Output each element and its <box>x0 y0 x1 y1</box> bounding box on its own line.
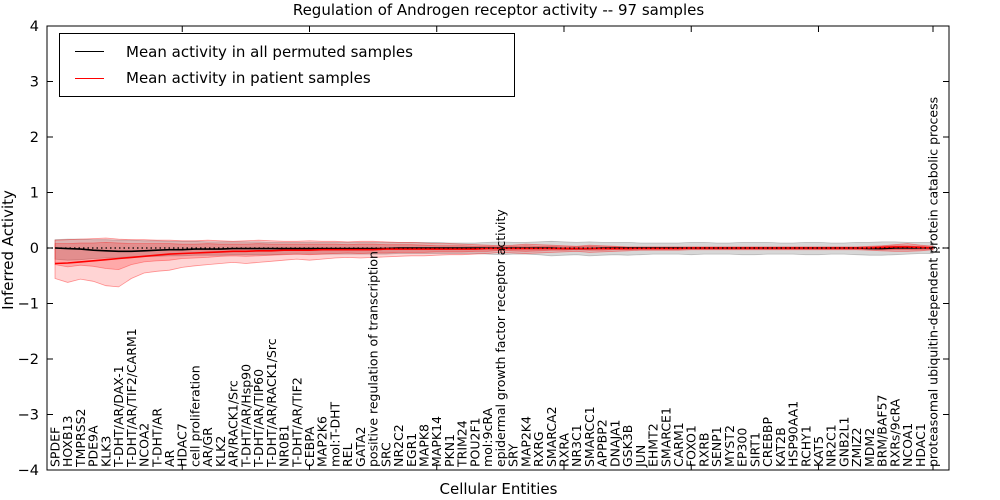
x-axis-ticks <box>181 26 934 470</box>
legend-label: Mean activity in all permuted samples <box>126 42 413 61</box>
x-category-label: SPDEF <box>48 427 63 467</box>
x-category-label: APPBP2 <box>595 419 610 467</box>
x-category-labels: SPDEFHOXB13TMPRSS2PDE9AKLK3T-DHT/AR/DAX-… <box>48 97 941 468</box>
x-category-label: KLK2 <box>213 436 228 467</box>
x-category-label: T-DHT/AR/RACK1/Src <box>264 338 279 468</box>
permuted-line-swatch <box>75 51 104 53</box>
legend-entry-permuted: Mean activity in all permuted samples <box>60 43 514 61</box>
x-category-label: AR/GR <box>200 427 215 467</box>
x-category-label: RXRB <box>696 432 711 467</box>
x-category-label: CEBPA <box>302 426 317 467</box>
x-category-label: SENP1 <box>709 426 724 467</box>
x-category-label: MDM2 <box>862 428 877 467</box>
x-category-label: HDAC1 <box>913 423 928 467</box>
x-category-label: SRC <box>378 442 393 467</box>
x-category-label: MAPK8 <box>417 424 432 467</box>
x-category-label: AR <box>162 449 177 467</box>
x-category-label: POU2F1 <box>467 417 482 467</box>
x-category-label: RCHY1 <box>798 425 813 467</box>
x-category-label: epidermal growth factor receptor activit… <box>493 209 508 467</box>
chart-title: Regulation of Androgen receptor activity… <box>292 1 705 19</box>
x-category-label: NCOA2 <box>137 423 152 467</box>
x-category-label: KAT2B <box>773 427 788 467</box>
series-line-patient <box>54 246 934 265</box>
x-category-label: HSP90AA1 <box>786 401 801 467</box>
patient-line-swatch <box>75 77 104 79</box>
x-category-label: CARM1 <box>671 422 686 467</box>
x-category-label: EGR1 <box>404 433 419 467</box>
y-tick-label: 3 <box>30 75 39 91</box>
x-category-label: T-DHT/AR/TIF2 <box>289 377 304 468</box>
x-category-label: DNAJA1 <box>607 420 622 468</box>
y-tick-label: −4 <box>18 463 39 479</box>
x-category-label: T-DHT/AR <box>149 408 164 468</box>
y-axis-ticks: −4 −3 −2 −1 0 1 2 3 4 <box>18 19 949 479</box>
x-category-label: NR2C1 <box>824 424 839 467</box>
x-category-label: T-DHT/AR/Hsp90 <box>238 364 253 468</box>
x-category-label: SRY <box>506 443 521 467</box>
x-category-label: positive regulation of transcription <box>366 251 381 467</box>
y-tick-label: 2 <box>30 130 39 146</box>
x-category-label: KAT5 <box>811 436 826 467</box>
x-category-label: HOXB13 <box>60 416 75 467</box>
y-tick-label: −3 <box>18 408 39 424</box>
y-tick-label: −2 <box>18 352 39 368</box>
x-category-label: BRM/BAF57 <box>875 395 890 467</box>
x-category-label: RXRA <box>556 433 571 467</box>
x-category-label: NR0B1 <box>277 424 292 467</box>
x-category-label: KLK3 <box>98 436 113 467</box>
x-category-label: T-DHT/AR/DAX-1 <box>111 365 126 468</box>
x-category-label: TRIM24 <box>455 420 470 468</box>
x-category-label: EHMT2 <box>646 423 661 467</box>
x-category-label: RXRG <box>531 431 546 467</box>
legend-label: Mean activity in patient samples <box>126 69 371 88</box>
y-tick-label: 1 <box>30 186 39 202</box>
legend: Mean activity in all permuted samples Me… <box>59 33 515 97</box>
x-category-label: ZMIZ2 <box>849 427 864 467</box>
x-category-label: mol:T-DHT <box>327 401 342 467</box>
x-category-label: CREBBP <box>760 417 775 467</box>
x-category-label: FOXO1 <box>684 425 699 467</box>
x-category-label: SMARCA2 <box>544 406 559 467</box>
band-permuted-samples-range <box>54 238 934 261</box>
x-category-label: GNB2L1 <box>836 417 851 467</box>
x-category-label: SMARCE1 <box>658 407 673 467</box>
x-category-label: NR3C1 <box>569 424 584 467</box>
x-category-label: AR/RACK1/Src <box>226 380 241 467</box>
x-category-label: RXRs/9cRA <box>887 398 902 467</box>
x-category-label: GATA2 <box>353 427 368 467</box>
x-category-label: SMARCC1 <box>582 406 597 467</box>
x-category-label: GSK3B <box>620 425 635 467</box>
y-tick-label: −1 <box>18 297 39 313</box>
x-category-label: MYST2 <box>722 425 737 467</box>
x-category-label: T-DHT/AR/TIF2/CARM1 <box>124 328 139 468</box>
x-category-label: mol:9cRA <box>480 407 495 467</box>
x-category-label: PDE9A <box>86 425 101 467</box>
x-category-label: MAPK14 <box>429 416 444 467</box>
x-category-label: REL <box>340 443 355 467</box>
x-category-label: MAP2K4 <box>518 416 533 467</box>
x-category-label: NCOA1 <box>900 423 915 467</box>
y-tick-label: 0 <box>30 241 39 257</box>
x-axis-label: Cellular Entities <box>439 480 558 498</box>
y-tick-label: 4 <box>30 19 39 35</box>
x-category-label: MAP2K6 <box>315 416 330 467</box>
x-category-label: PKN1 <box>442 434 457 467</box>
legend-entry-patient: Mean activity in patient samples <box>60 69 514 87</box>
x-category-label: cell proliferation <box>187 365 202 467</box>
x-category-label: TMPRSS2 <box>73 409 88 468</box>
x-category-label: HDAC7 <box>175 423 190 467</box>
x-category-label: proteasomal ubiquitin-dependent protein … <box>926 97 941 467</box>
x-category-label: NR2C2 <box>391 424 406 467</box>
x-category-label: T-DHT/AR/TIP60 <box>251 369 266 468</box>
x-category-label: EP300 <box>735 428 750 467</box>
x-category-label: SIRT1 <box>747 432 762 467</box>
x-category-label: JUN <box>633 445 648 468</box>
